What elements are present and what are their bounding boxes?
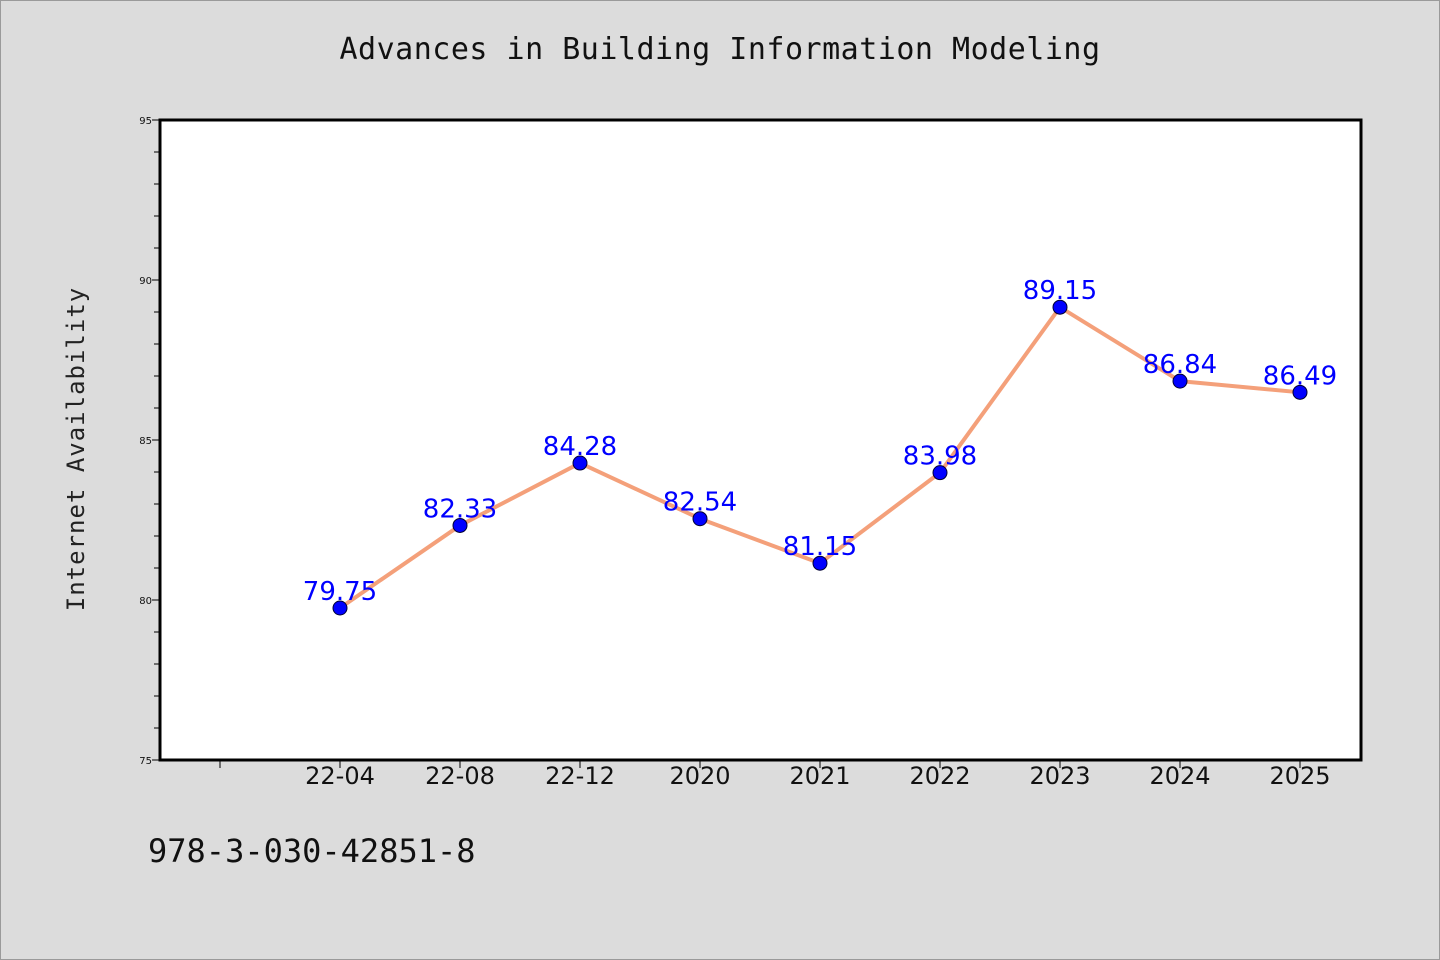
x-tick-label: 22-08: [425, 762, 495, 790]
y-tick-label: 90: [139, 276, 152, 287]
data-point: [932, 465, 948, 481]
x-tick-label: 2023: [1029, 762, 1090, 790]
data-point: [332, 600, 348, 616]
data-label: 89.15: [1023, 276, 1097, 306]
data-point: [1292, 384, 1308, 400]
y-tick-label: 95: [139, 116, 152, 127]
data-label: 81.15: [783, 532, 857, 562]
x-axis: 22-04 22-08 22-12 2020 2021 2022 2023 2024 2025: [219, 760, 1331, 790]
isbn-annotation: 978-3-030-42851-8: [148, 832, 476, 870]
data-point: [1172, 373, 1188, 389]
data-markers: [332, 299, 1308, 616]
x-tick-label: 2024: [1149, 762, 1210, 790]
data-point: [572, 455, 588, 471]
x-tick-label: 2021: [789, 762, 850, 790]
data-label: 86.49: [1263, 361, 1337, 391]
data-label: 82.54: [663, 488, 737, 518]
data-label: 84.28: [543, 432, 617, 462]
data-point: [692, 511, 708, 527]
x-tick-label: 22-04: [305, 762, 375, 790]
y-tick-label: 85: [139, 436, 152, 447]
data-point: [812, 555, 828, 571]
data-point: [1052, 299, 1068, 315]
data-label: 83.98: [903, 442, 977, 472]
data-label: 86.84: [1143, 350, 1217, 380]
x-tick-label: 2025: [1269, 762, 1330, 790]
y-tick-label: 80: [139, 596, 152, 607]
x-tick-label: 2022: [909, 762, 970, 790]
x-tick-label: 22-12: [545, 762, 615, 790]
data-point: [452, 517, 468, 533]
x-tick-label: 2020: [669, 762, 730, 790]
data-label: 79.75: [303, 577, 377, 607]
chart-title: Advances in Building Information Modelin…: [339, 32, 1101, 67]
data-labels: 79.75 82.33 84.28 82.54 81.15 83.98 89.15 86.84…: [303, 276, 1337, 607]
y-tick-label: 75: [139, 756, 152, 767]
data-label: 82.33: [423, 494, 497, 524]
plot-area: [158, 118, 1363, 762]
y-axis: 75 80 85 90 95: [139, 116, 160, 767]
